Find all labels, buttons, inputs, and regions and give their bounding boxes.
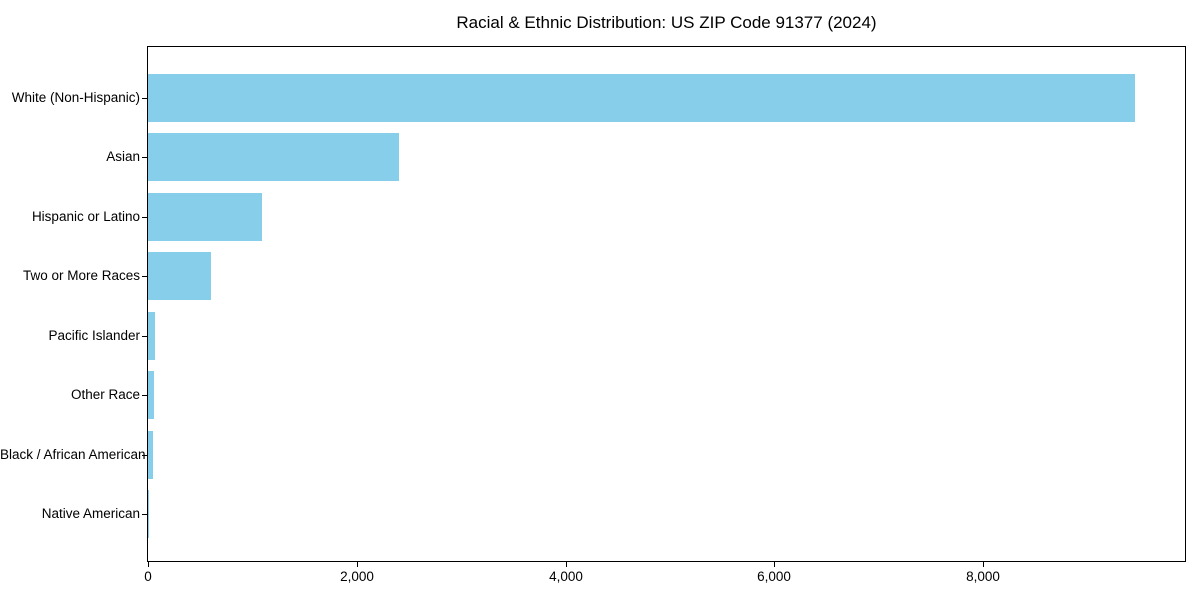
y-axis-label-two-or-more-races: Two or More Races (22, 268, 140, 284)
y-axis-label-other-race: Other Race (70, 387, 140, 403)
y-tick-mark (142, 97, 147, 99)
x-tick-label: 0 (144, 569, 152, 584)
plot-area (147, 46, 1186, 562)
y-axis-label-black-african-american: Black / African American (0, 446, 146, 462)
bar-other-race (148, 371, 154, 420)
y-tick-mark (142, 514, 147, 516)
y-tick-mark (142, 335, 147, 337)
bar-pacific-islander (148, 311, 155, 360)
x-tick-label: 8,000 (966, 569, 1000, 584)
x-tick-mark (357, 562, 358, 567)
y-axis-label-white-non-hispanic: White (Non-Hispanic) (11, 89, 140, 105)
chart-title: Racial & Ethnic Distribution: US ZIP Cod… (456, 13, 877, 32)
y-tick-mark (142, 395, 147, 397)
y-axis-label-native-american: Native American (41, 506, 140, 522)
y-tick-mark (142, 454, 147, 456)
y-axis-label-pacific-islander: Pacific Islander (48, 327, 140, 343)
x-tick-mark (148, 562, 149, 567)
bar-white-non-hispanic (148, 73, 1135, 122)
x-tick-mark (774, 562, 775, 567)
y-tick-mark (142, 216, 147, 218)
bar-black-african-american (148, 430, 153, 479)
bar-two-or-more-races (148, 252, 211, 301)
bar-native-american (148, 490, 149, 539)
bar-hispanic-or-latino (148, 192, 262, 241)
x-tick-label: 6,000 (757, 569, 791, 584)
x-tick-label: 2,000 (340, 569, 374, 584)
x-tick-mark (566, 562, 567, 567)
y-axis-label-asian: Asian (106, 149, 140, 165)
bar-asian (148, 133, 399, 182)
x-tick-label: 4,000 (549, 569, 583, 584)
y-axis-label-hispanic-or-latino: Hispanic or Latino (31, 208, 140, 224)
y-tick-mark (142, 157, 147, 159)
y-tick-mark (142, 276, 147, 278)
x-tick-mark (983, 562, 984, 567)
